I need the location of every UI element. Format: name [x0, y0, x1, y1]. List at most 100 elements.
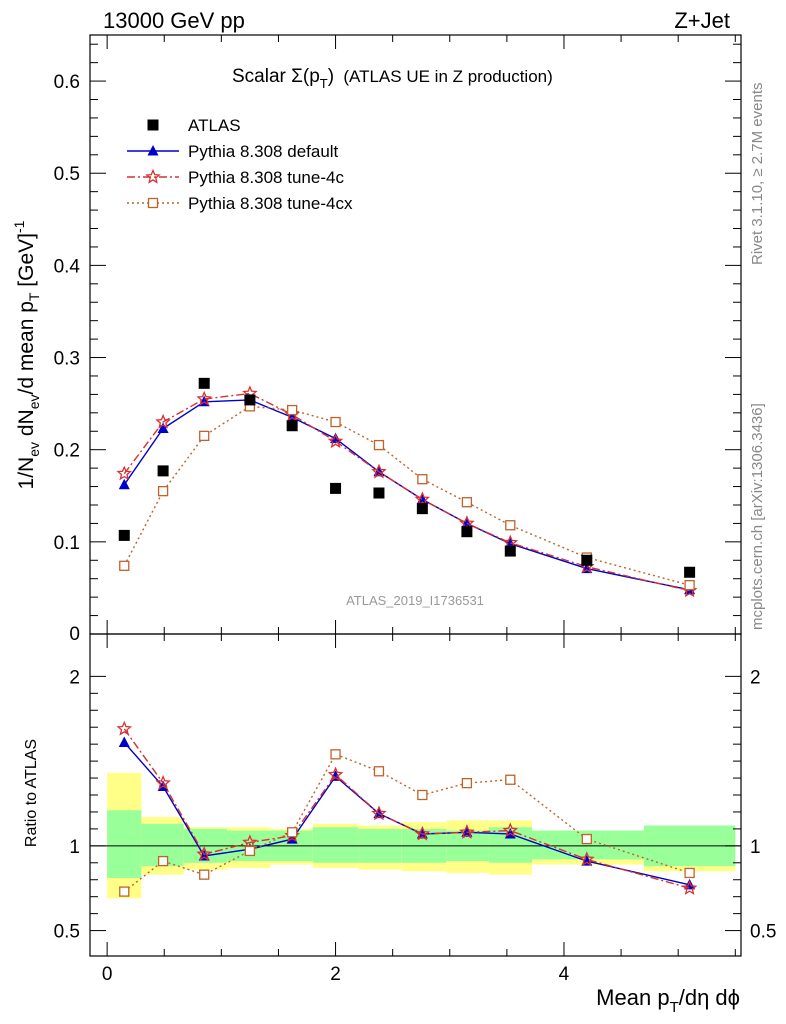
atlas-data-point: [198, 377, 210, 389]
header-process: Z+Jet: [674, 8, 730, 33]
main-point-tune4cx: [684, 580, 695, 591]
ratio-ytick-label: 0.5: [54, 922, 80, 943]
ratio-point-tune4cx: [244, 845, 256, 857]
rivet-label: Rivet 3.1.10, ≥ 2.7M events: [749, 83, 766, 266]
legend-label-atlas: ATLAS: [188, 116, 241, 135]
main-point-tune4cx: [417, 474, 428, 485]
main-point-tune4c: [327, 433, 344, 449]
chart-title: Scalar Σ(pT) (ATLAS UE in Z production): [232, 66, 553, 91]
legend-marker-default: [147, 145, 159, 156]
main-ytick-label: 0.2: [54, 441, 80, 462]
legend-label-default: Pythia 8.308 default: [188, 142, 339, 161]
legend-marker-tune4c: [145, 168, 161, 184]
ratio-point-tune4c: [155, 774, 171, 790]
atlas-data-point: [244, 394, 256, 406]
main-point-tune4c: [196, 390, 212, 406]
atlas-data-point: [684, 566, 696, 578]
ratio-point-tune4cx: [287, 827, 298, 838]
main-point-default: [330, 432, 342, 444]
ratio-frame: [89, 633, 742, 957]
legend-label-tune4cx: Pythia 8.308 tune-4cx: [188, 194, 353, 213]
main-ytick-label: 0.6: [54, 72, 80, 93]
x-tick-label: 2: [330, 964, 341, 985]
main-point-tune4cx: [157, 486, 169, 497]
main-axes: 0.1 0.2 0.3 0.4 0.5 0.6 0: [54, 35, 741, 645]
ratio-point-tune4c: [242, 834, 258, 850]
header-collision: 13000 GeV pp: [103, 8, 245, 33]
ratio-point-default: [684, 878, 696, 890]
atlas-data-point: [461, 526, 473, 538]
mcplots-label: mcplots.cern.ch [arXiv:1306.3436]: [749, 403, 766, 630]
ratio-point-tune4c: [414, 825, 431, 841]
main-ytick-label: 0.5: [54, 164, 80, 185]
ratio-line-tune4c: [123, 728, 690, 889]
main-line-tune4c: [123, 392, 690, 592]
ratio-point-tune4c: [327, 766, 344, 782]
atlas-data-point: [373, 487, 385, 499]
ratio-point-tune4c: [196, 846, 212, 861]
main-point-tune4cx: [461, 497, 473, 508]
ratio-y-label: Ratio to ATLAS: [23, 739, 40, 847]
ratio-point-tune4c: [459, 824, 475, 839]
main-point-tune4cx: [373, 439, 385, 451]
legend-label-tune4c: Pythia 8.308 tune-4c: [188, 168, 344, 187]
ratio-panel: 0.5 0.5 1 1 2 2 0 2 4: [54, 633, 776, 985]
atlas-data-point: [157, 465, 169, 477]
y-axis-label: 1/Nev dNev/d mean pT [GeV]-1: [11, 220, 42, 489]
main-point-tune4c: [155, 413, 171, 429]
main-line-tune4cx: [123, 405, 690, 586]
ratio-point-tune4c: [681, 880, 698, 895]
ratio-point-tune4cx: [373, 766, 385, 777]
main-point-tune4c: [371, 463, 387, 479]
main-point-tune4cx: [505, 520, 516, 531]
x-tick-label: 0: [102, 964, 113, 985]
x-tick-label: 4: [559, 964, 570, 985]
main-point-default: [581, 562, 593, 574]
ratio-ytick-label: 2: [69, 667, 80, 688]
ratio-point-tune4c: [371, 805, 387, 821]
legend-marker-atlas: [147, 119, 159, 131]
band-inner-bin: [312, 827, 359, 863]
ratio-ytick-label-right: 1: [750, 837, 761, 858]
title-rest: (ATLAS UE in Z production): [343, 67, 552, 86]
ratio-point-tune4cx: [199, 869, 210, 880]
atlas-data-point: [286, 420, 298, 432]
ratio-point-tune4cx: [461, 777, 473, 789]
ratio-point-tune4cx: [684, 867, 695, 879]
ratio-point-tune4cx: [157, 855, 169, 867]
ratio-point-default: [118, 736, 130, 747]
title-prefix: Scalar Σ(p: [232, 66, 320, 87]
main-panel: 0.1 0.2 0.3 0.4 0.5 0.6 0 Scalar Σ(pT) (ATLAS …: [54, 34, 742, 645]
ratio-ytick-label-right: 2: [750, 667, 761, 688]
main-point-tune4cx: [330, 416, 341, 428]
ratio-point-tune4cx: [417, 789, 428, 801]
legend: ATLAS Pythia 8.308 default Pythia 8.308 tu…: [127, 116, 353, 213]
ratio-point-tune4cx: [505, 774, 516, 785]
main-point-tune4cx: [119, 560, 130, 571]
ratio-ytick-label-right: 0.5: [750, 922, 776, 943]
ratio-point-tune4c: [502, 822, 519, 838]
ratio-marks: [90, 720, 741, 899]
main-point-default: [118, 478, 130, 490]
main-marks: [116, 377, 698, 598]
ratio-point-tune4cx: [119, 886, 130, 897]
ratio-point-tune4cx: [330, 749, 341, 760]
main-ytick-label: 0.3: [54, 349, 80, 370]
atlas-data-point: [416, 503, 428, 515]
ratio-point-tune4c: [116, 720, 132, 736]
main-point-default: [157, 422, 169, 433]
ratio-line-tune4cx: [123, 753, 690, 893]
band-inner-bin: [107, 810, 142, 879]
title-sub: T: [320, 76, 328, 91]
main-point-tune4c: [116, 465, 132, 481]
main-point-tune4cx: [287, 404, 298, 416]
atlas-data-point: [581, 554, 593, 566]
watermark: ATLAS_2019_I1736531: [346, 593, 484, 608]
legend-marker-tune4cx: [147, 197, 159, 209]
ratio-axes: 0.5 0.5 1 1 2 2 0 2 4: [54, 634, 776, 985]
main-point-tune4c: [414, 491, 431, 507]
main-point-tune4cx: [199, 430, 210, 442]
main-ytick-label-zero: 0: [69, 624, 80, 645]
ratio-point-tune4cx: [581, 833, 592, 845]
